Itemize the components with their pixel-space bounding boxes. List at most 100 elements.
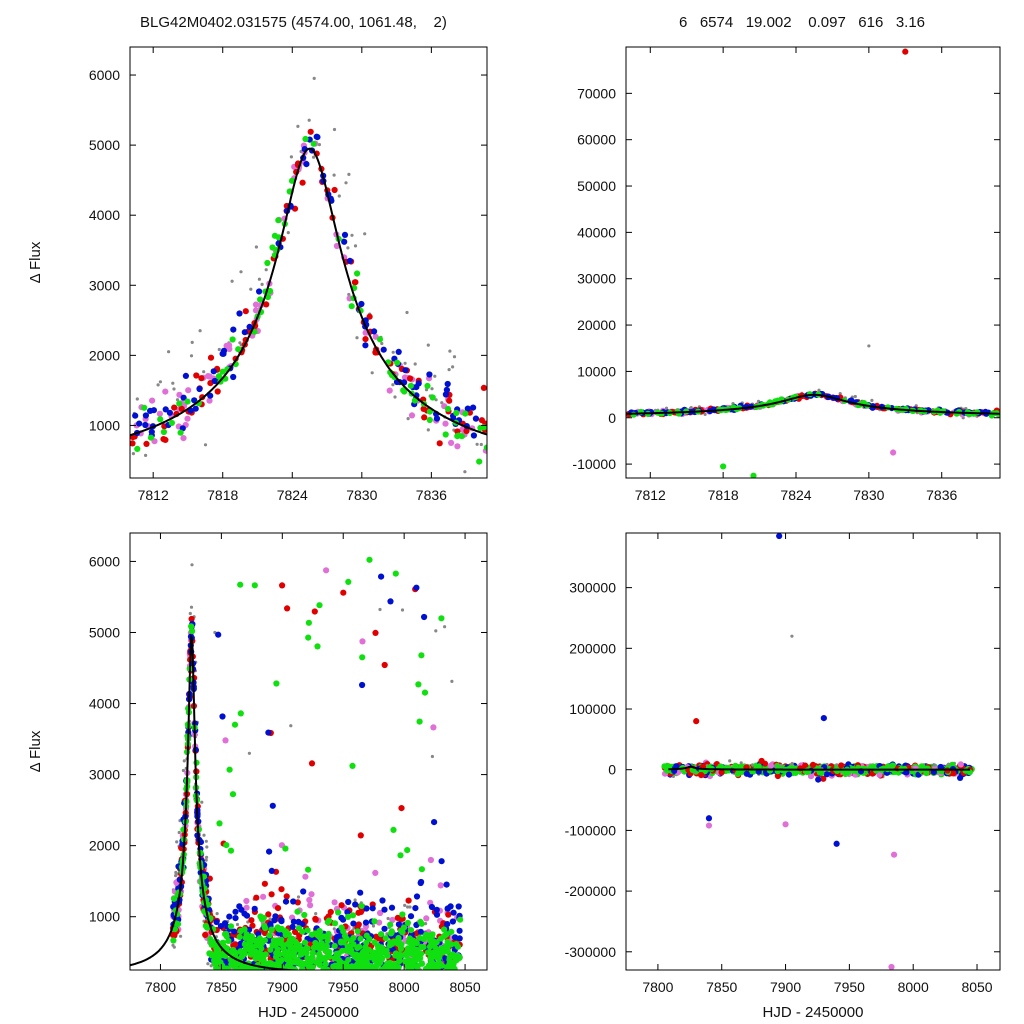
data-point xyxy=(202,833,206,837)
data-point xyxy=(290,918,297,925)
data-point xyxy=(728,759,732,763)
data-point xyxy=(344,909,351,916)
data-point xyxy=(335,951,342,958)
data-point xyxy=(324,919,331,926)
data-point xyxy=(334,933,341,941)
data-point xyxy=(232,941,239,948)
data-point xyxy=(347,172,351,176)
data-point xyxy=(158,380,162,384)
panel-top-right: 7812 7818 7824 7830 7836-1000001000020000300… xyxy=(572,46,1001,503)
model-curve xyxy=(626,393,1000,415)
data-point xyxy=(372,869,379,877)
data-point xyxy=(308,955,315,963)
data-point xyxy=(355,336,359,340)
data-point xyxy=(462,410,469,417)
data-point xyxy=(131,452,135,456)
data-point xyxy=(362,944,369,951)
data-point xyxy=(379,897,386,904)
data-point xyxy=(237,710,244,717)
data-point xyxy=(366,313,373,320)
data-point xyxy=(206,373,213,380)
data-point xyxy=(377,909,384,917)
data-point xyxy=(363,232,367,236)
data-point xyxy=(265,729,272,736)
data-point xyxy=(417,955,424,962)
data-point xyxy=(296,124,300,128)
data-point xyxy=(192,405,199,412)
data-point xyxy=(217,923,224,930)
data-point xyxy=(407,927,415,934)
plot-frame xyxy=(625,46,1001,479)
data-point xyxy=(179,934,183,938)
data-point xyxy=(379,945,386,952)
data-point xyxy=(407,375,414,382)
data-point xyxy=(353,898,357,902)
data-point xyxy=(401,374,409,381)
data-point xyxy=(295,925,303,932)
data-point xyxy=(418,943,425,951)
data-point xyxy=(463,427,470,435)
data-point xyxy=(352,901,359,908)
data-point xyxy=(260,893,267,900)
data-point xyxy=(294,899,301,906)
y-tick-label: 70000 xyxy=(577,85,616,101)
data-point xyxy=(457,916,464,923)
data-point xyxy=(417,928,424,935)
data-point xyxy=(395,348,402,355)
data-point xyxy=(168,419,175,426)
data-point xyxy=(304,945,311,952)
data-point xyxy=(433,374,437,378)
data-point xyxy=(405,897,412,904)
data-point xyxy=(290,898,297,905)
data-point xyxy=(415,380,422,387)
data-point xyxy=(433,954,440,961)
data-point xyxy=(369,905,376,912)
data-point xyxy=(252,307,260,314)
data-point xyxy=(289,724,293,728)
data-point xyxy=(312,155,316,159)
data-point xyxy=(174,874,178,878)
outlier-point xyxy=(867,344,871,348)
data-point xyxy=(454,943,462,950)
data-point xyxy=(189,605,194,609)
x-tick-label: 7818 xyxy=(708,487,739,503)
data-point xyxy=(345,898,352,906)
data-point xyxy=(310,140,317,147)
data-point xyxy=(339,960,346,968)
outlier-point xyxy=(790,634,794,638)
data-point xyxy=(252,955,259,962)
data-point xyxy=(190,563,194,567)
data-point xyxy=(390,962,397,969)
y-tick-label: 6000 xyxy=(89,553,120,569)
data-point xyxy=(189,354,194,358)
data-point xyxy=(433,911,441,918)
data-point xyxy=(402,367,409,374)
data-point xyxy=(207,392,214,399)
data-point xyxy=(230,279,234,283)
data-point xyxy=(282,845,289,852)
data-point xyxy=(428,903,435,911)
data-point xyxy=(217,347,221,352)
data-point xyxy=(227,847,235,854)
data-point xyxy=(853,394,857,399)
data-point xyxy=(216,820,223,827)
x-tick-label: 7950 xyxy=(328,979,359,995)
data-point xyxy=(249,287,253,291)
x-tick-label: 7836 xyxy=(926,487,957,503)
light-curve-header-left: BLG42M0402.031575 (4574.00, 1061.48, 2) xyxy=(140,14,447,31)
data-point xyxy=(470,404,477,411)
data-point xyxy=(156,410,163,417)
data-point xyxy=(206,962,210,966)
data-point xyxy=(444,905,452,912)
data-point xyxy=(236,933,243,941)
data-point xyxy=(344,913,352,921)
data-point xyxy=(338,902,345,909)
data-point xyxy=(454,443,461,450)
data-point xyxy=(314,912,318,916)
data-point xyxy=(477,424,484,431)
data-point xyxy=(141,404,148,411)
data-point xyxy=(426,371,433,378)
data-point xyxy=(215,949,222,956)
data-point xyxy=(160,428,167,436)
data-point xyxy=(191,397,198,404)
